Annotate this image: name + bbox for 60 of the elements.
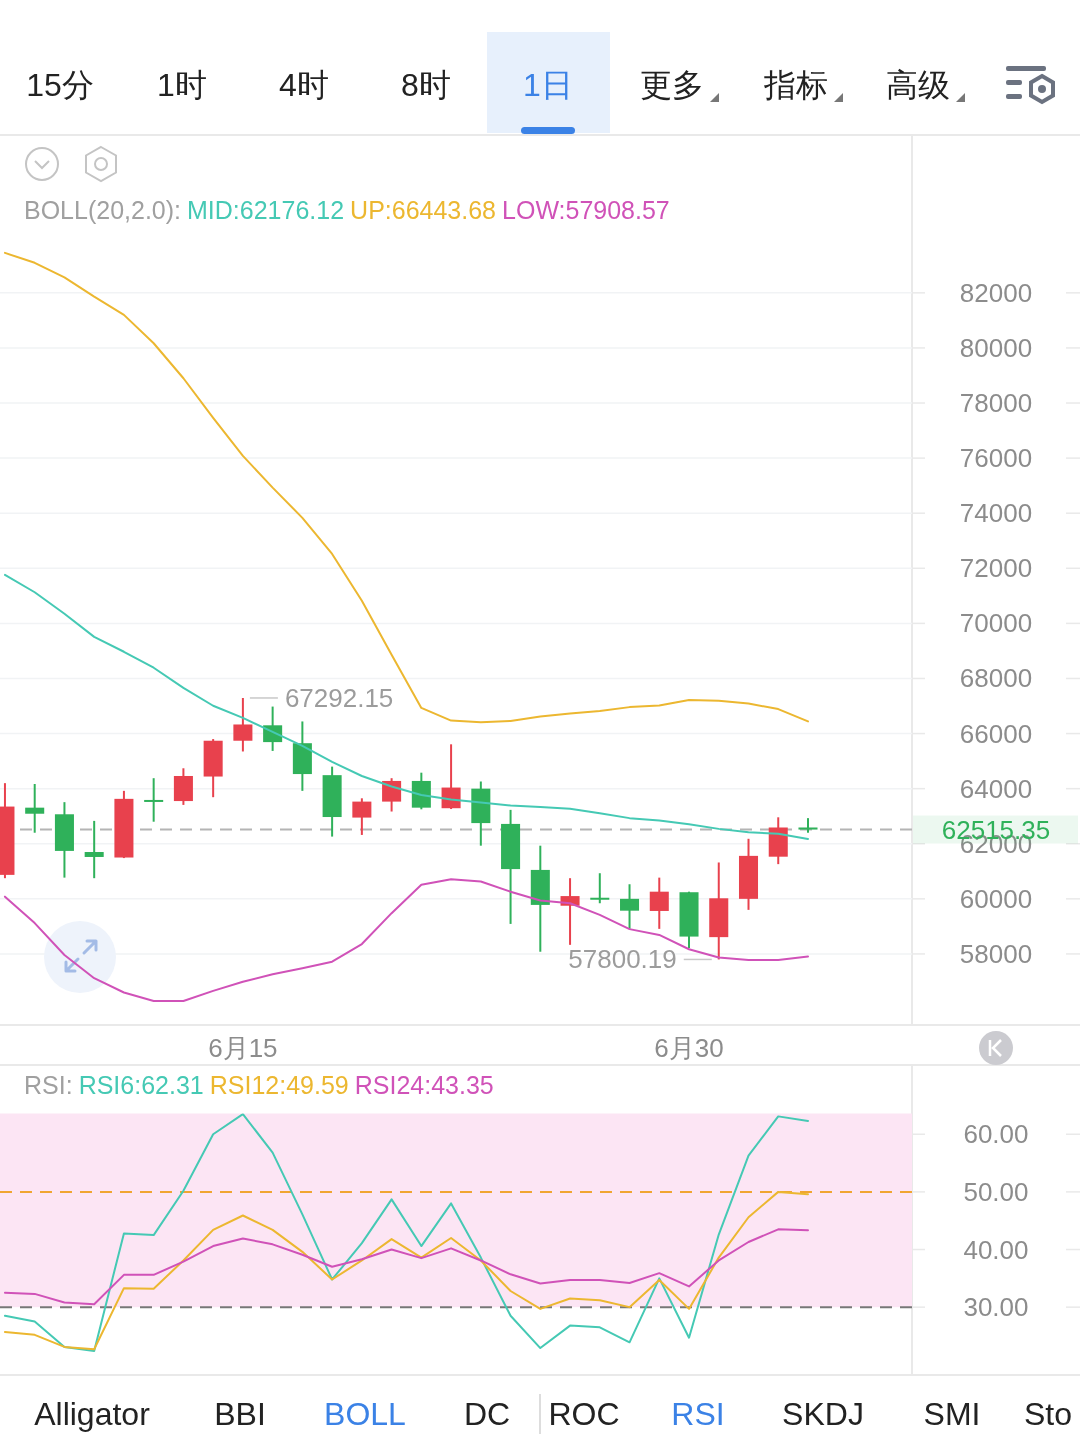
- y-tick-label: 58000: [959, 938, 1033, 969]
- text: LOW:57908.57: [502, 196, 670, 224]
- y-tick-label: 64000: [959, 773, 1033, 804]
- y-tick-label: 80000: [959, 332, 1033, 363]
- line-series: [3, 251, 809, 724]
- y-tick-label: 30.00: [963, 1292, 1029, 1323]
- text: BBI: [214, 1396, 266, 1432]
- text: DC: [463, 1396, 511, 1432]
- chart-title: RSI:: [24, 1071, 73, 1099]
- text: Alligator: [34, 1396, 151, 1432]
- candlestick: [590, 872, 610, 905]
- y-tick-label: 74000: [959, 498, 1033, 529]
- candlestick: [620, 883, 640, 930]
- text: 15分: [26, 67, 94, 103]
- text: MID:62176.12: [187, 196, 345, 224]
- y-tick-label: 66000: [959, 718, 1033, 749]
- text: 1日: [523, 67, 573, 103]
- y-tick-label: 78000: [959, 388, 1033, 419]
- text: 更多: [640, 67, 704, 103]
- text: 1时: [157, 67, 207, 103]
- text: RSI: [671, 1396, 725, 1432]
- line-series: [3, 1113, 809, 1352]
- candlestick: [382, 777, 402, 813]
- text: ROC: [548, 1396, 620, 1432]
- text: Sto: [1023, 1396, 1073, 1432]
- y-tick-label: 60000: [959, 883, 1033, 914]
- y-tick-label: 60.00: [963, 1119, 1029, 1150]
- y-tick-label: 50.00: [963, 1176, 1029, 1207]
- line-series: [3, 878, 809, 1003]
- candlestick: [84, 819, 104, 880]
- text: BOLL: [324, 1396, 406, 1432]
- line-series: [3, 1228, 809, 1306]
- text: BOLL(20,2.0):: [24, 196, 182, 224]
- text: RSI24:43.35: [354, 1071, 494, 1099]
- text: 8时: [401, 67, 451, 103]
- y-tick-label: 82000: [959, 277, 1033, 308]
- y-tick-label: 40.00: [963, 1234, 1029, 1265]
- y-tick-label: 72000: [959, 553, 1033, 584]
- text: UP:66443.68: [350, 196, 497, 224]
- candlestick: [144, 777, 164, 823]
- candlestick: [649, 876, 669, 930]
- text: 指标: [763, 67, 828, 103]
- y-tick-label: 70000: [959, 608, 1033, 639]
- x-tick-label: 6月15: [208, 1033, 278, 1063]
- text: RSI12:49.59: [209, 1071, 349, 1099]
- text: 4时: [279, 67, 329, 103]
- text: SMI: [923, 1396, 981, 1432]
- candlestick: [352, 797, 372, 836]
- candlestick: [25, 782, 45, 834]
- annotation: 67292.15: [284, 682, 394, 713]
- line-series: [3, 1190, 809, 1351]
- line-series: [3, 573, 809, 840]
- series-label: RSI6:62.31: [78, 1071, 204, 1099]
- y-tick-label: 76000: [959, 443, 1033, 474]
- annotation: 57800.19: [568, 944, 677, 975]
- candlestick: [233, 696, 253, 753]
- x-tick-label: 6月30: [654, 1033, 724, 1063]
- text: 高级: [886, 67, 950, 103]
- text: SKDJ: [782, 1396, 864, 1432]
- y-tick-label: 68000: [959, 663, 1033, 694]
